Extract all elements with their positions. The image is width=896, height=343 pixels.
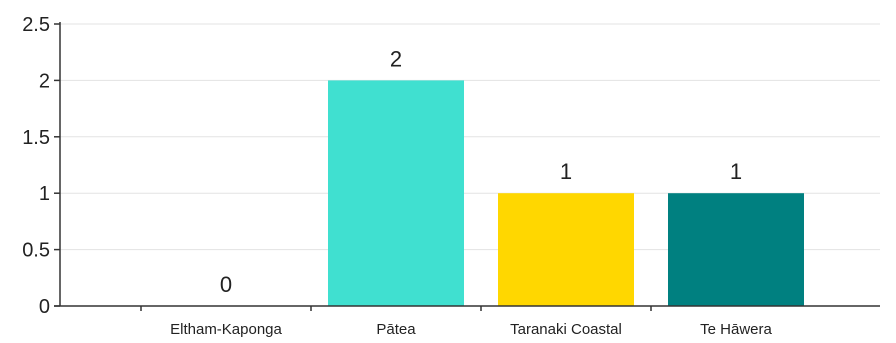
y-tick-label: 0.5 (22, 240, 50, 262)
bar (328, 80, 464, 307)
y-tick-label: 2 (39, 70, 50, 92)
y-tick-labels: 0 0.5 1 1.5 2 2.5 (22, 14, 50, 318)
data-label: 1 (560, 159, 572, 184)
y-tick-label: 1 (39, 183, 50, 205)
axes (54, 22, 880, 307)
y-tick-label: 1.5 (22, 127, 50, 149)
y-tick-label: 2.5 (22, 14, 50, 36)
data-label: 1 (730, 159, 742, 184)
data-label: 2 (390, 46, 402, 71)
x-tick-label: Eltham-Kaponga (170, 321, 282, 338)
bar (498, 193, 634, 306)
x-tick-label: Te Hāwera (700, 321, 772, 338)
x-tick-labels: Eltham-Kaponga Pātea Taranaki Coastal Te Hā… (170, 321, 772, 338)
x-tick-label: Taranaki Coastal (510, 321, 622, 338)
bar (668, 193, 804, 306)
data-label: 0 (220, 272, 232, 297)
y-tick-label: 0 (39, 296, 50, 318)
bars (140, 80, 804, 311)
data-labels: 0 2 1 1 (220, 46, 742, 297)
x-tick-label: Pātea (376, 321, 416, 338)
